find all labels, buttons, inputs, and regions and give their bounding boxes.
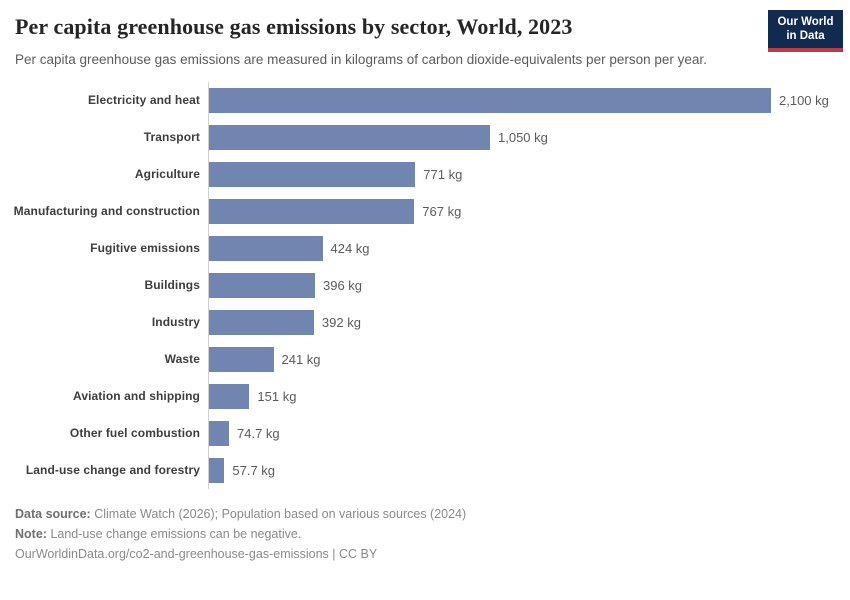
chart-subtitle: Per capita greenhouse gas emissions are …: [15, 52, 707, 68]
bar-track: 424 kg: [208, 229, 835, 267]
chart-row: Buildings 396 kg: [15, 266, 835, 304]
note-label: Note:: [15, 526, 47, 541]
value-label: 241 kg: [281, 351, 321, 367]
chart-title: Per capita greenhouse gas emissions by s…: [15, 14, 573, 39]
chart-row: Other fuel combustion 74.7 kg: [15, 414, 835, 452]
chart-row: Fugitive emissions 424 kg: [15, 229, 835, 267]
bar[interactable]: [209, 346, 274, 372]
chart-row: Land-use change and forestry 57.7 kg: [15, 451, 835, 489]
data-source-label: Data source:: [15, 506, 91, 521]
chart-url-link[interactable]: OurWorldinData.org/co2-and-greenhouse-ga…: [15, 546, 329, 561]
bar[interactable]: [209, 272, 315, 298]
bar[interactable]: [209, 87, 771, 113]
bar-track: 74.7 kg: [208, 414, 835, 452]
category-label: Transport: [143, 130, 200, 145]
chart-row: Aviation and shipping 151 kg: [15, 377, 835, 415]
value-label: 151 kg: [257, 388, 297, 404]
chart-row: Electricity and heat 2,100 kg: [15, 81, 835, 119]
category-label: Other fuel combustion: [69, 426, 200, 441]
chart-header: Per capita greenhouse gas emissions by s…: [15, 10, 843, 70]
category-label: Fugitive emissions: [90, 241, 200, 256]
value-label: 2,100 kg: [779, 92, 829, 108]
note-line: Note: Land-use change emissions can be n…: [15, 524, 835, 544]
category-label: Agriculture: [134, 167, 200, 182]
bar[interactable]: [209, 420, 229, 446]
category-label: Aviation and shipping: [73, 389, 200, 404]
chart-row: Manufacturing and construction 767 kg: [13, 192, 835, 230]
bar-track: 151 kg: [208, 377, 835, 415]
data-source-line: Data source: Climate Watch (2026); Popul…: [15, 504, 835, 524]
value-label: 424 kg: [330, 240, 370, 256]
chart-footer: Data source: Climate Watch (2026); Popul…: [15, 504, 835, 564]
value-label: 392 kg: [321, 314, 361, 330]
data-source-text: Climate Watch (2026); Population based o…: [94, 506, 467, 521]
bar-track: 392 kg: [208, 303, 835, 341]
value-label: 771 kg: [423, 166, 463, 182]
license-label: CC BY: [339, 546, 378, 561]
bar[interactable]: [209, 309, 314, 335]
chart-row: Industry 392 kg: [15, 303, 835, 341]
category-label: Buildings: [144, 278, 200, 293]
bar-chart-rows: Electricity and heat 2,100 kg Transport …: [13, 81, 835, 489]
chart-row: Transport 1,050 kg: [15, 118, 835, 156]
bar-track: 771 kg: [208, 155, 835, 193]
bar[interactable]: [209, 198, 415, 224]
bar[interactable]: [209, 235, 323, 261]
value-label: 767 kg: [422, 203, 462, 219]
chart-row: Agriculture 771 kg: [15, 155, 835, 193]
note-text: Land-use change emissions can be negativ…: [50, 526, 302, 541]
owid-logo-line1: Our World: [777, 16, 834, 28]
bar[interactable]: [209, 124, 490, 150]
value-label: 396 kg: [323, 277, 363, 293]
bar-track: 241 kg: [208, 340, 835, 378]
value-label: 74.7 kg: [237, 425, 280, 441]
value-label: 1,050 kg: [498, 129, 548, 145]
owid-logo: Our World in Data: [768, 10, 843, 52]
bar[interactable]: [209, 457, 225, 483]
citation-line: OurWorldinData.org/co2-and-greenhouse-ga…: [15, 544, 835, 564]
category-label: Industry: [151, 315, 200, 330]
owid-logo-line2: in Data: [786, 30, 825, 42]
value-label: 57.7 kg: [232, 462, 276, 478]
category-label: Waste: [164, 352, 200, 367]
bar-track: 767 kg: [208, 192, 835, 230]
bar-chart: Electricity and heat 2,100 kg Transport …: [13, 81, 835, 489]
chart-row: Waste 241 kg: [15, 340, 835, 378]
category-label: Land-use change and forestry: [25, 463, 200, 478]
bar-track: 57.7 kg: [208, 451, 835, 489]
category-label: Electricity and heat: [87, 93, 200, 108]
bar-track: 2,100 kg: [208, 81, 835, 119]
bar[interactable]: [209, 161, 416, 187]
citation-separator: |: [332, 546, 336, 561]
bar-track: 396 kg: [208, 266, 835, 304]
bar[interactable]: [209, 383, 250, 409]
bar-track: 1,050 kg: [208, 118, 835, 156]
category-label: Manufacturing and construction: [13, 204, 200, 219]
